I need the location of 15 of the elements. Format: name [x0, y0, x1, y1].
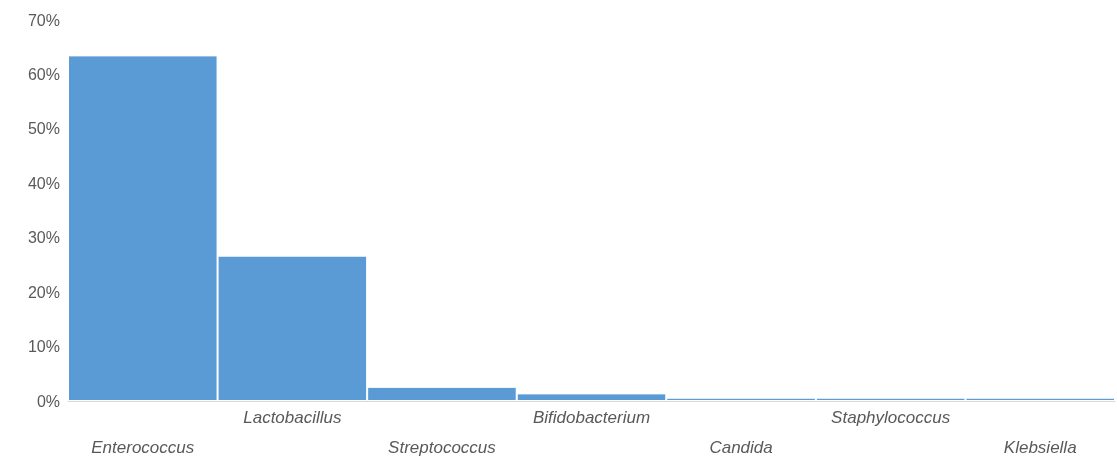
y-tick-label: 70%	[27, 11, 60, 29]
y-tick-label: 50%	[27, 120, 60, 138]
y-tick-label: 30%	[27, 229, 60, 247]
y-tick-label: 40%	[27, 174, 60, 192]
y-tick-label: 10%	[27, 338, 60, 356]
x-tick-label: Klebsiella	[1003, 438, 1077, 457]
y-tick-label: 20%	[27, 283, 60, 301]
x-tick-label: Streptococcus	[388, 438, 497, 457]
x-tick-label: Bifidobacterium	[532, 408, 651, 427]
x-tick-label: Enterococcus	[91, 438, 195, 457]
x-tick-label: Staphylococcus	[831, 408, 951, 427]
y-tick-label: 0%	[36, 392, 60, 410]
x-tick-label: Candida	[709, 438, 773, 457]
x-tick-label: Lactobacillus	[243, 408, 342, 427]
y-tick-label: 60%	[27, 65, 60, 83]
